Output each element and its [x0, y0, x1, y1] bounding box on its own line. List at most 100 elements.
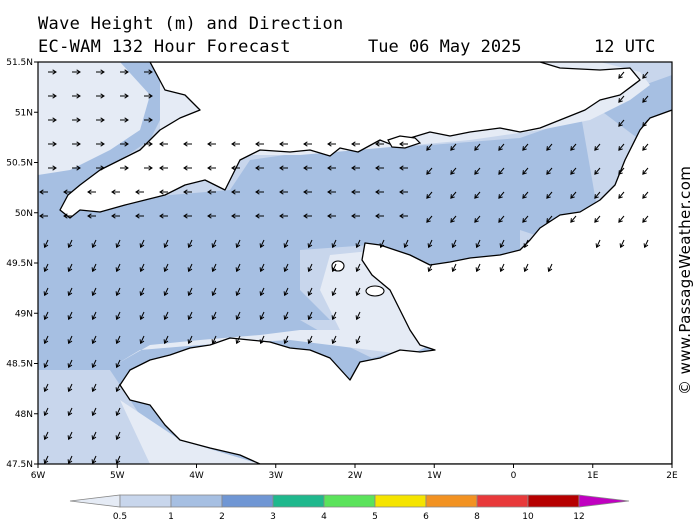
- wave-arrow: [91, 239, 97, 249]
- forecast-date: Tue 06 May 2025: [368, 37, 522, 57]
- wave-arrow: [546, 215, 553, 223]
- wave-arrow: [450, 167, 457, 175]
- wave-arrow: [331, 287, 337, 297]
- wave-arrow: [279, 165, 288, 171]
- wave-arrow: [187, 287, 193, 297]
- wave-arrow: [115, 431, 121, 441]
- wave-arrow: [307, 263, 313, 273]
- wave-arrow: [642, 71, 649, 79]
- wave-arrow: [115, 287, 121, 297]
- legend-swatch: [221, 494, 274, 508]
- wave-arrow: [139, 263, 145, 273]
- wave-arrow: [48, 141, 57, 147]
- wave-arrow: [43, 431, 49, 441]
- wave-arrow: [87, 189, 96, 195]
- wave-arrow: [48, 117, 57, 123]
- wave-arrow: [139, 311, 145, 321]
- wave-arrow: [235, 311, 241, 321]
- wave-arrow: [255, 189, 264, 195]
- wave-arrow: [135, 189, 144, 195]
- wave-arrow: [595, 239, 601, 249]
- wave-arrow: [115, 455, 121, 464]
- wave-arrow: [618, 71, 625, 79]
- wave-arrow: [259, 263, 265, 273]
- legend-swatch: [170, 494, 223, 508]
- wave-arrow: [451, 239, 457, 249]
- wave-arrow: [283, 311, 289, 321]
- wave-arrow: [327, 213, 336, 219]
- wave-arrow: [351, 165, 360, 171]
- wave-arrow: [183, 189, 192, 195]
- wave-arrow: [43, 455, 49, 464]
- wave-arrow: [235, 335, 241, 345]
- wave-arrow: [163, 287, 169, 297]
- wave-arrow: [43, 263, 49, 273]
- wave-arrow: [231, 189, 240, 195]
- wave-arrow: [307, 239, 313, 249]
- wave-arrow: [399, 189, 408, 195]
- wave-direction-arrows: [39, 69, 649, 464]
- lat-label: 51N: [15, 108, 33, 118]
- wave-arrow: [115, 311, 121, 321]
- wave-arrow: [211, 287, 217, 297]
- wave-arrow: [522, 143, 529, 151]
- wave-arrow: [475, 239, 481, 249]
- wave-arrow: [426, 167, 433, 175]
- wave-arrow: [570, 167, 577, 175]
- wave-arrow: [187, 263, 193, 273]
- lon-label: 4W: [189, 471, 204, 481]
- wave-arrow: [43, 359, 49, 369]
- wave-arrow: [450, 143, 457, 151]
- wave-arrow: [67, 359, 73, 369]
- wave-arrow: [642, 95, 649, 103]
- legend-over-arrow: [578, 494, 630, 508]
- wave-arrow: [474, 167, 481, 175]
- wave-arrow: [63, 213, 72, 219]
- lon-label: 1E: [587, 471, 599, 481]
- wave-arrow: [39, 213, 48, 219]
- wave-arrow: [355, 311, 361, 321]
- wave-arrow: [594, 167, 601, 175]
- forecast-model: EC-WAM 132 Hour Forecast: [38, 37, 291, 57]
- wave-arrow: [594, 143, 601, 151]
- wave-arrow: [207, 165, 216, 171]
- wave-arrow: [72, 117, 81, 123]
- legend-swatch: [527, 494, 580, 508]
- wave-arrow: [91, 407, 97, 417]
- wave-arrow: [642, 119, 649, 127]
- wave-arrow: [72, 165, 81, 171]
- wave-arrow: [231, 213, 240, 219]
- wave-arrow: [594, 191, 601, 199]
- legend-label: 4: [321, 512, 327, 522]
- wave-arrow: [427, 263, 433, 273]
- wave-arrow: [331, 335, 337, 345]
- land-france: [119, 109, 672, 464]
- lon-label: 5W: [110, 471, 125, 481]
- wave-arrow: [547, 263, 553, 273]
- wave-arrow: [163, 311, 169, 321]
- wave-arrow: [67, 455, 73, 464]
- wave-arrow: [163, 335, 169, 345]
- wave-arrow: [43, 311, 49, 321]
- wave-arrow: [498, 215, 505, 223]
- wave-arrow: [426, 143, 433, 151]
- land-guernsey: [331, 260, 345, 272]
- lat-label: 48.5N: [6, 360, 33, 370]
- wave-arrow: [255, 165, 264, 171]
- wave-arrow: [522, 167, 529, 175]
- wave-arrow: [307, 311, 313, 321]
- wave-arrow: [498, 191, 505, 199]
- wave-arrow: [643, 239, 649, 249]
- wave-arrow: [207, 189, 216, 195]
- wave-arrow: [283, 239, 289, 249]
- wave-arrow: [91, 455, 97, 464]
- wave-arrow: [523, 239, 529, 249]
- wave-arrow: [207, 213, 216, 219]
- wave-arrow: [183, 213, 192, 219]
- wave-arrow: [522, 215, 529, 223]
- legend-swatch: [374, 494, 427, 508]
- wave-arrow: [451, 263, 457, 273]
- wave-arrow: [642, 167, 649, 175]
- wave-arrow: [163, 239, 169, 249]
- map-area: [38, 62, 672, 464]
